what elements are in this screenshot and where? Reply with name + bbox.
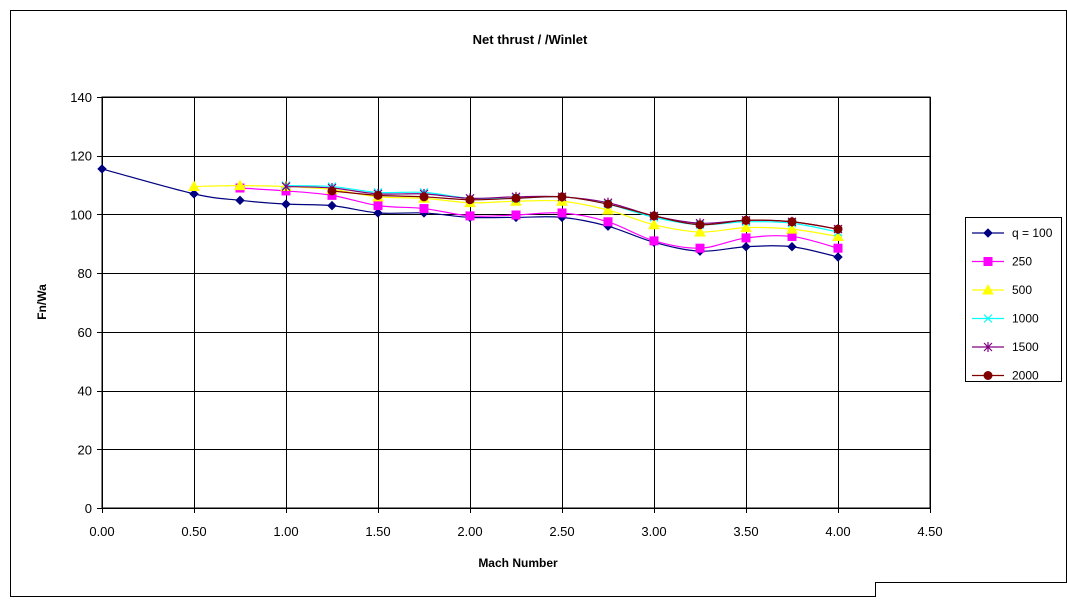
data-point-circle [374,191,382,199]
x-tick-label: 2.00 [457,524,482,539]
data-point-circle [328,187,336,195]
x-axis-title: Mach Number [478,556,558,570]
chart-title: Net thrust / /Winlet [473,32,588,47]
legend-label: 250 [1012,255,1032,269]
legend: q = 100 250 500 1000 1500 2000 [966,218,1062,383]
data-point-circle [604,200,612,208]
y-tick-label: 40 [78,384,92,399]
empty-box [876,583,1067,598]
x-tick-label: 2.50 [549,524,574,539]
y-tick-label: 140 [70,90,92,105]
legend-label: 500 [1012,283,1032,297]
data-point-circle [788,218,796,226]
data-point-circle [742,216,750,224]
data-point-square [558,209,566,217]
data-point-circle [834,225,842,233]
data-point-circle [512,194,520,202]
data-point-circle [420,193,428,201]
y-tick-label: 100 [70,207,92,222]
data-point-square [374,202,382,210]
data-point-square [742,234,750,242]
plot-area [102,97,930,508]
x-tick-label: 3.00 [641,524,666,539]
data-point-square [788,232,796,240]
y-tick-label: 20 [78,442,92,457]
data-point-circle [466,196,474,204]
data-point-circle [650,212,658,220]
legend-label: 2000 [1012,369,1039,383]
data-point-square [650,237,658,245]
y-tick-label: 80 [78,266,92,281]
data-point-square [696,244,704,252]
x-tick-label: 0.50 [181,524,206,539]
x-tick-label: 0.00 [89,524,114,539]
y-tick-label: 60 [78,325,92,340]
y-tick-label: 0 [85,501,92,516]
data-point-square [984,258,992,266]
data-point-square [420,205,428,213]
x-tick-label: 4.00 [825,524,850,539]
data-point-square [604,218,612,226]
legend-label: q = 100 [1012,226,1053,240]
legend-label: 1000 [1012,312,1039,326]
legend-label: 1500 [1012,340,1039,354]
x-tick-label: 1.00 [273,524,298,539]
data-point-circle [558,193,566,201]
x-tick-label: 1.50 [365,524,390,539]
data-point-circle [696,221,704,229]
data-point-circle [984,372,992,380]
data-point-square [466,212,474,220]
y-axis-title: Fn/Wa [35,284,49,320]
legend-box [966,218,1062,382]
data-point-square [834,244,842,252]
data-point-square [512,211,520,219]
x-tick-label: 4.50 [917,524,942,539]
y-tick-label: 120 [70,149,92,164]
x-tick-label: 3.50 [733,524,758,539]
